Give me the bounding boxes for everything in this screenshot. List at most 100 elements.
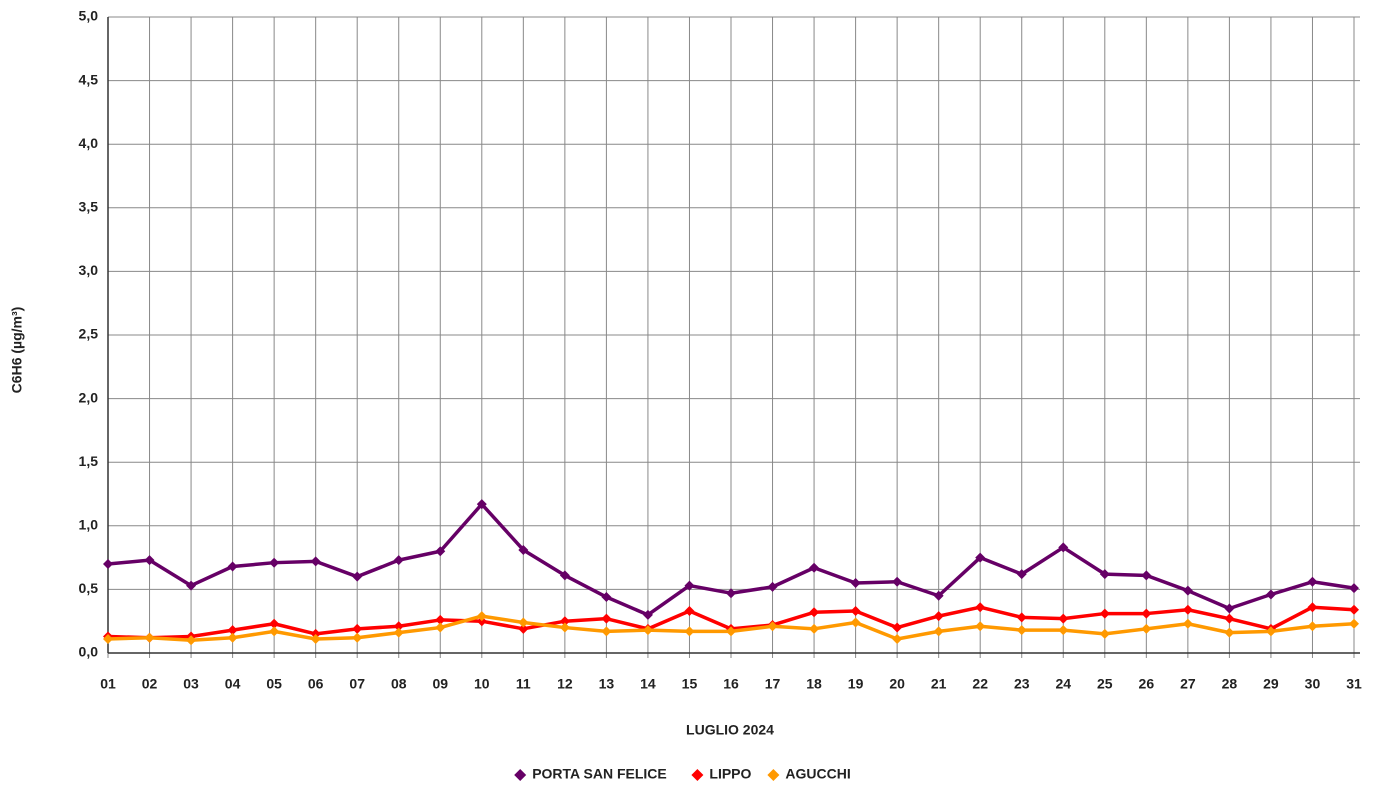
point [476, 499, 487, 510]
point [227, 625, 238, 636]
point [1016, 625, 1027, 636]
point [1141, 623, 1152, 634]
point [310, 556, 321, 567]
point [352, 623, 363, 634]
point [1141, 570, 1152, 581]
x-tick-label: 13 [599, 676, 615, 692]
point [476, 611, 487, 622]
x-tick-label: 29 [1263, 676, 1279, 692]
x-tick-label: 19 [848, 676, 864, 692]
point [435, 614, 446, 625]
y-tick-label: 1,0 [79, 517, 99, 533]
point [1307, 576, 1318, 587]
point [809, 607, 820, 618]
x-tick-label: 31 [1346, 676, 1362, 692]
x-tick-label: 08 [391, 676, 407, 692]
point [559, 570, 570, 581]
x-tick-label: 25 [1097, 676, 1113, 692]
x-tick-label: 21 [931, 676, 947, 692]
point [809, 623, 820, 634]
point [1099, 569, 1110, 580]
point [892, 576, 903, 587]
point [1182, 618, 1193, 629]
point [1224, 613, 1235, 624]
point [1058, 613, 1069, 624]
x-tick-label: 05 [266, 676, 282, 692]
y-tick-label: 0,0 [79, 644, 99, 660]
y-tick-label: 3,5 [79, 199, 99, 215]
x-tick-label: 26 [1139, 676, 1155, 692]
point [726, 626, 736, 637]
legend-marker [691, 769, 704, 781]
point [227, 632, 238, 643]
point [518, 623, 529, 634]
x-tick-label: 27 [1180, 676, 1196, 692]
point [559, 616, 570, 627]
x-tick-label: 04 [225, 676, 241, 692]
y-tick-label: 2,5 [79, 326, 99, 342]
point [892, 634, 903, 645]
point [1141, 608, 1152, 619]
point [393, 627, 404, 638]
y-tick-label: 4,5 [79, 71, 99, 87]
y-axis-label: C6H6 (µg/m³) [9, 307, 25, 394]
point [435, 546, 446, 557]
x-tick-label: 28 [1222, 676, 1238, 692]
point [1099, 608, 1110, 619]
point [767, 621, 778, 632]
legend-marker [514, 769, 527, 781]
point [393, 621, 404, 632]
point [975, 602, 986, 613]
x-tick-label: 01 [100, 676, 116, 692]
x-tick-label: 11 [516, 676, 531, 692]
point [601, 613, 612, 624]
point [518, 617, 529, 628]
x-tick-label: 06 [308, 676, 324, 692]
point [1265, 626, 1276, 637]
point [518, 544, 529, 555]
point [1307, 602, 1318, 613]
point [933, 611, 944, 622]
point [103, 634, 113, 645]
point [144, 632, 155, 643]
point [1016, 612, 1027, 623]
point [1058, 542, 1069, 553]
x-tick-label: 14 [640, 676, 656, 692]
point [850, 617, 861, 628]
x-tick-label: 22 [972, 676, 988, 692]
point [1349, 604, 1359, 615]
point [310, 628, 321, 639]
y-tick-label: 2,0 [79, 389, 99, 405]
point [186, 580, 197, 591]
point [144, 555, 155, 566]
y-tick-label: 0,5 [79, 580, 99, 596]
point [559, 622, 570, 633]
point [892, 622, 903, 633]
point [684, 606, 695, 617]
point [933, 590, 944, 601]
point [269, 557, 280, 568]
point [1182, 604, 1193, 615]
point [269, 618, 280, 629]
point [1349, 583, 1359, 594]
point [1182, 585, 1193, 596]
point [767, 581, 778, 592]
point [393, 555, 404, 566]
x-tick-label: 30 [1305, 676, 1321, 692]
legend-label: LIPPO [709, 766, 751, 782]
x-tick-label: 23 [1014, 676, 1030, 692]
point [352, 571, 363, 582]
point [435, 622, 446, 633]
x-tick-label: 17 [765, 676, 781, 692]
point [642, 625, 653, 636]
legend-label: PORTA SAN FELICE [532, 766, 667, 782]
point [103, 558, 113, 569]
y-tick-label: 3,0 [79, 262, 99, 278]
x-axis-label: LUGLIO 2024 [686, 722, 774, 738]
point [186, 635, 197, 646]
point [809, 562, 820, 573]
x-tick-label: 02 [142, 676, 158, 692]
point [352, 632, 363, 643]
point [684, 626, 695, 637]
